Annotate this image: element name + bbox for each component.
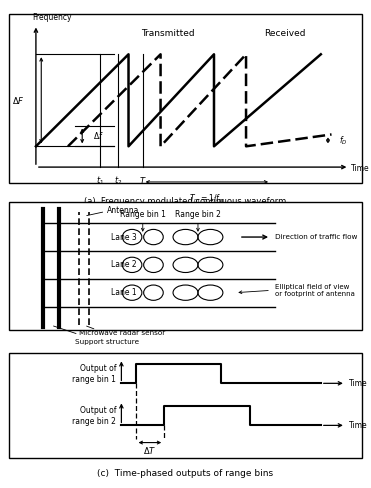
Text: Time: Time — [349, 379, 368, 388]
FancyBboxPatch shape — [9, 202, 362, 330]
Text: (b)  Range binned footprints of radar sensors in traffic lanes: (b) Range binned footprints of radar sen… — [59, 358, 312, 366]
Text: Frequency: Frequency — [32, 13, 72, 21]
Text: $\Delta F$: $\Delta F$ — [12, 95, 24, 106]
Text: Received: Received — [265, 29, 306, 38]
Text: Lane 1: Lane 1 — [111, 288, 136, 297]
Text: Range bin 2: Range bin 2 — [175, 209, 221, 219]
Text: Direction of traffic flow: Direction of traffic flow — [275, 234, 357, 240]
Text: Transmitted: Transmitted — [141, 29, 194, 38]
Text: $\Delta f$: $\Delta f$ — [93, 130, 104, 142]
Text: $t_1$: $t_1$ — [96, 175, 104, 187]
Text: $T$: $T$ — [139, 175, 147, 185]
Text: Microwave radar sensor: Microwave radar sensor — [79, 329, 165, 336]
Text: Output of
range bin 2: Output of range bin 2 — [72, 406, 116, 426]
Text: Lane 2: Lane 2 — [111, 261, 136, 269]
FancyBboxPatch shape — [9, 14, 362, 183]
Text: Range bin 1: Range bin 1 — [120, 209, 166, 219]
Text: $t_2$: $t_2$ — [114, 175, 122, 187]
Text: Antenna: Antenna — [107, 206, 139, 215]
Text: $\Delta T$: $\Delta T$ — [143, 446, 157, 456]
Text: Time: Time — [349, 421, 368, 430]
Text: Output of
range bin 1: Output of range bin 1 — [72, 364, 116, 384]
Text: (c)  Time-phased outputs of range bins: (c) Time-phased outputs of range bins — [98, 469, 273, 478]
Text: Support structure: Support structure — [75, 339, 139, 345]
Text: (a)  Frequency modulated continuous waveform: (a) Frequency modulated continuous wavef… — [84, 197, 287, 206]
Text: Time: Time — [351, 164, 370, 173]
Text: $T_m = 1/f_m$: $T_m = 1/f_m$ — [188, 192, 225, 205]
Text: Lane 3: Lane 3 — [111, 233, 137, 242]
Text: Elliptical field of view
or footprint of antenna: Elliptical field of view or footprint of… — [275, 284, 354, 297]
Text: $f_D$: $f_D$ — [339, 134, 347, 146]
FancyBboxPatch shape — [9, 353, 362, 458]
